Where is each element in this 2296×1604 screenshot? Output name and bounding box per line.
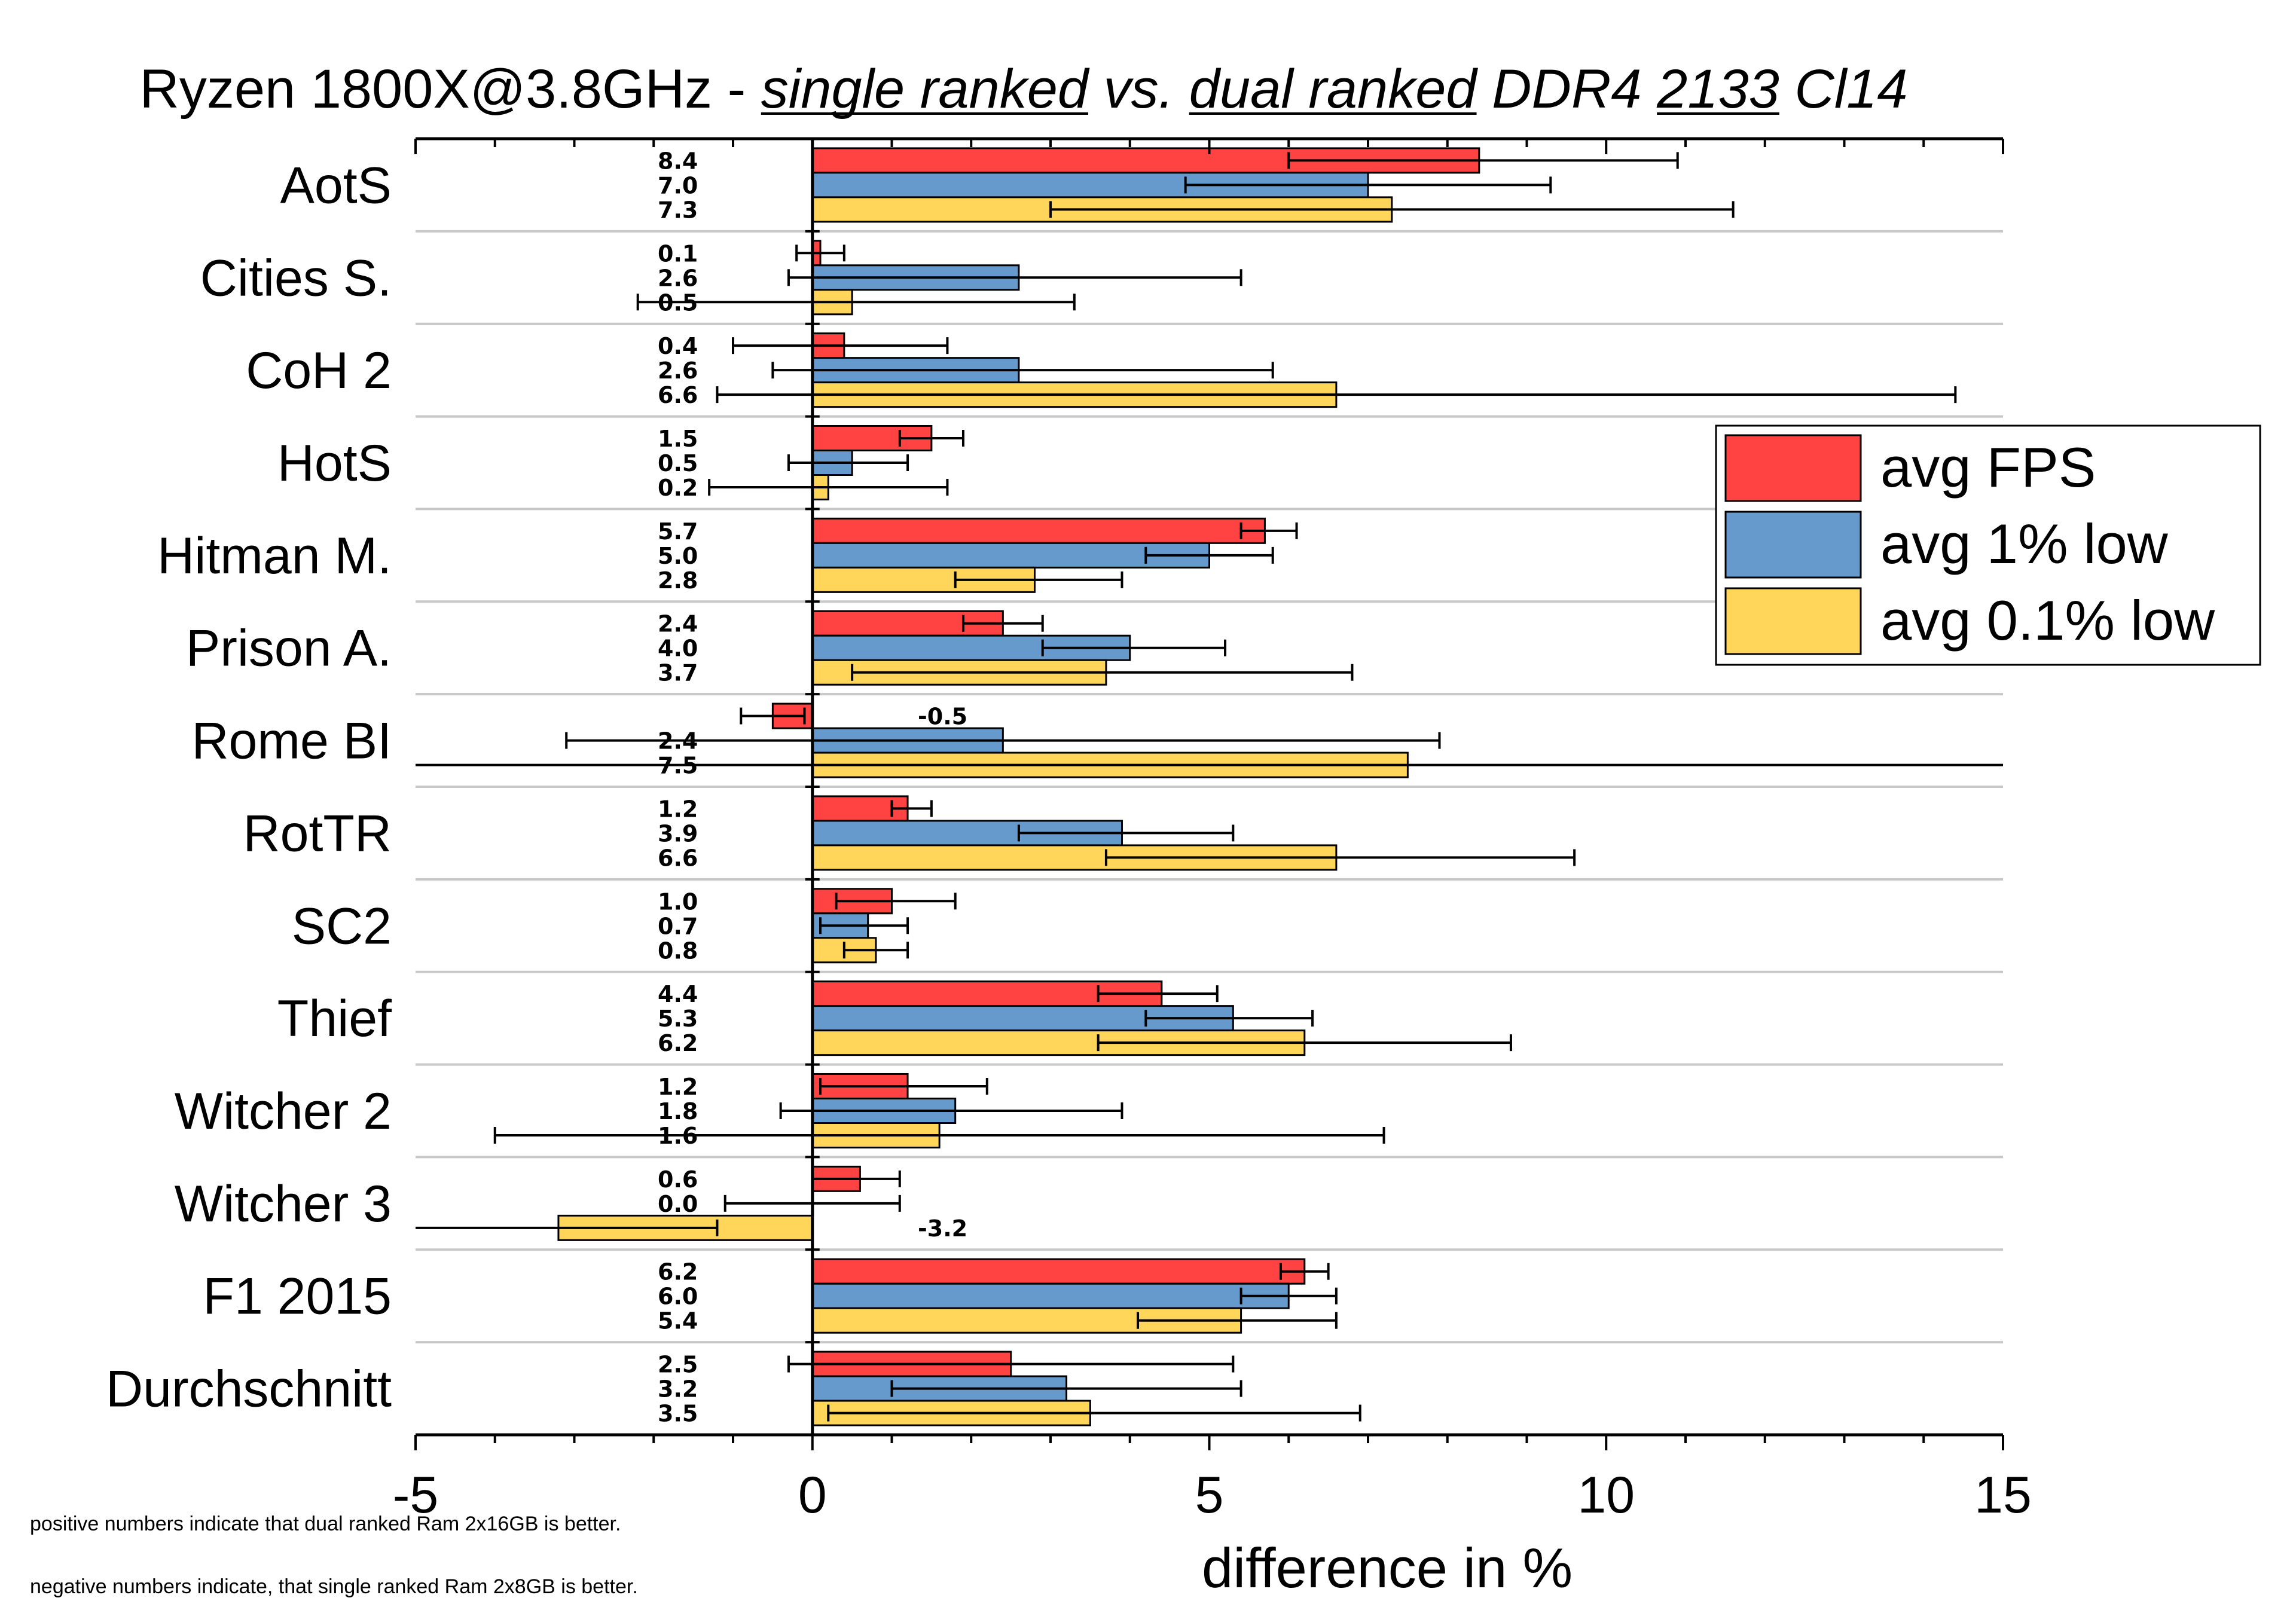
value-label-1: 6.0 [658, 1284, 698, 1310]
value-label-2: 7.3 [658, 197, 698, 223]
title-part-6: Cl14 [1779, 59, 1908, 120]
legend-label-2: avg 0.1% low [1880, 589, 2215, 652]
category-label: SC2 [292, 897, 392, 955]
value-label-2: 0.8 [658, 937, 698, 964]
value-label-0: 6.2 [658, 1259, 698, 1285]
value-label-1: 0.0 [658, 1191, 698, 1217]
value-label-2: 0.5 [658, 289, 698, 316]
value-label-1: 2.4 [658, 728, 698, 754]
category-label: Prison A. [186, 620, 392, 677]
title-part-2: vs. [1088, 59, 1189, 120]
category-label: Thief [277, 990, 392, 1047]
category-label: Rome BI [191, 713, 392, 770]
x-axis-title: difference in % [1202, 1536, 1573, 1599]
category-label: CoH 2 [246, 342, 392, 399]
value-label-0: 2.5 [658, 1352, 698, 1378]
category-label: Witcher 2 [175, 1083, 392, 1140]
category-label: Witcher 3 [175, 1175, 392, 1233]
bar-0 [811, 1258, 1306, 1285]
value-label-2: 3.5 [658, 1401, 698, 1427]
x-tick-label: -5 [393, 1466, 438, 1524]
value-label-0: 0.4 [658, 333, 698, 359]
title-part-4: DDR4 [1477, 59, 1657, 120]
category-label: HotS [277, 435, 392, 492]
x-tick-label: 0 [798, 1466, 827, 1524]
value-label-2: 3.7 [658, 660, 698, 686]
value-label-1: 0.7 [658, 913, 698, 939]
title-part-5: 2133 [1656, 59, 1779, 120]
value-label-1: 1.8 [658, 1098, 698, 1125]
value-label-0: 1.2 [658, 796, 698, 822]
value-label-1: 2.6 [658, 265, 698, 291]
value-label-2: 1.6 [658, 1123, 698, 1149]
value-label-1: 2.6 [658, 358, 698, 384]
value-label-2: 6.6 [658, 845, 698, 871]
category-label: RotTR [243, 805, 392, 862]
value-label-0: 1.2 [658, 1074, 698, 1100]
category-label: AotS [280, 157, 392, 214]
note-positive: positive numbers indicate that dual rank… [30, 1513, 621, 1535]
value-label-0: 8.4 [658, 148, 698, 174]
value-label-0: 5.7 [658, 518, 698, 545]
category-separators [416, 230, 2003, 1344]
value-label-2: 0.2 [658, 475, 698, 501]
value-label-0: 1.0 [658, 888, 698, 915]
value-label-2: 6.6 [658, 382, 698, 408]
value-labels: 8.47.07.30.12.60.50.42.66.61.50.50.25.75… [658, 148, 967, 1426]
value-label-2: 2.8 [658, 567, 698, 594]
note-negative: negative numbers indicate, that single r… [30, 1575, 638, 1598]
value-label-0: -0.5 [918, 704, 967, 730]
legend-swatch-2 [1724, 587, 1862, 655]
x-tick-label: 15 [1974, 1466, 2032, 1524]
chart-title: Ryzen 1800X@3.8GHz - single ranked vs. d… [139, 59, 1907, 120]
x-tick-label: 5 [1195, 1466, 1224, 1524]
value-label-0: 0.6 [658, 1166, 698, 1193]
legend-label-1: avg 1% low [1880, 512, 2169, 575]
title-part-1: single ranked [761, 59, 1090, 120]
value-label-1: 5.3 [658, 1006, 698, 1032]
category-label: Cities S. [200, 249, 392, 307]
value-label-0: 4.4 [658, 981, 698, 1007]
category-label: F1 2015 [203, 1268, 392, 1325]
value-label-2: 7.5 [658, 753, 698, 779]
title-part-3: dual ranked [1189, 59, 1479, 120]
x-tick-label: 10 [1577, 1466, 1635, 1524]
value-label-0: 0.1 [658, 240, 698, 267]
title-part-0: Ryzen 1800X@3.8GHz - [139, 59, 761, 120]
value-label-2: -3.2 [918, 1215, 967, 1242]
legend-label-0: avg FPS [1880, 436, 2096, 499]
value-label-1: 3.2 [658, 1376, 698, 1403]
category-label: Hitman M. [157, 527, 392, 585]
legend: avg FPS avg 1% low avg 0.1% low [1715, 424, 2261, 666]
category-labels: AotS Cities S. CoH 2 HotS Hitman M. Prison A.… [106, 157, 392, 1417]
bar-0 [811, 517, 1266, 544]
value-label-2: 6.2 [658, 1030, 698, 1056]
value-label-0: 1.5 [658, 426, 698, 452]
category-label: Durchschnitt [106, 1361, 392, 1418]
value-label-0: 2.4 [658, 611, 698, 637]
value-label-1: 0.5 [658, 450, 698, 476]
value-label-1: 4.0 [658, 636, 698, 662]
axes: -5 0 5 10 15 [393, 137, 2032, 1524]
value-label-1: 3.9 [658, 820, 698, 847]
value-label-2: 5.4 [658, 1308, 698, 1334]
value-label-1: 5.0 [658, 543, 698, 569]
legend-swatch-1 [1724, 511, 1862, 579]
legend-swatch-0 [1724, 434, 1862, 502]
value-label-1: 7.0 [658, 172, 698, 198]
error-bars [416, 152, 2003, 1422]
bar-1 [811, 1282, 1290, 1309]
